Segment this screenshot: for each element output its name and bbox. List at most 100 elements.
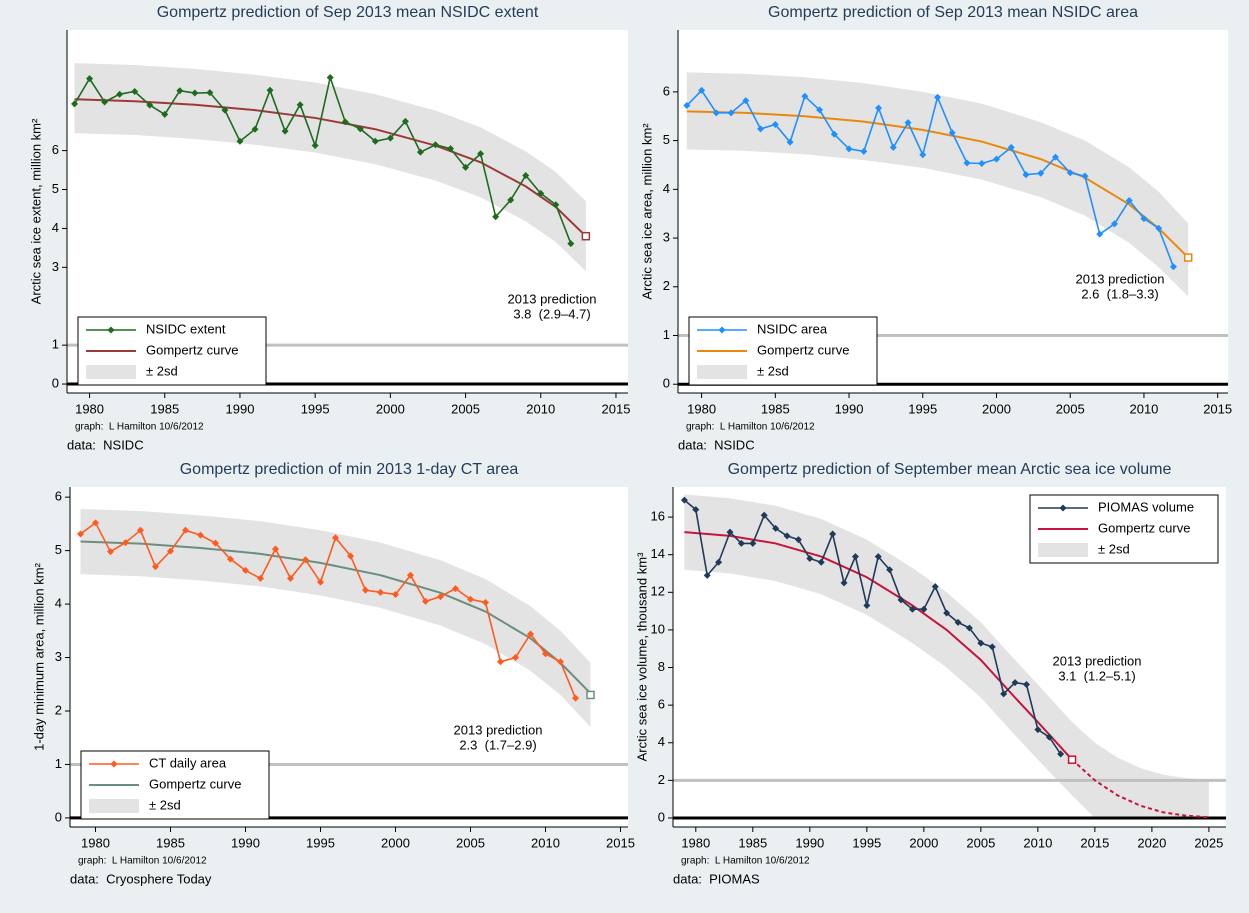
data-point	[948, 129, 956, 137]
data-point	[1125, 197, 1133, 205]
band	[74, 63, 586, 272]
data-point	[116, 90, 124, 98]
data-point	[242, 566, 249, 574]
x-tick-label: 1990	[231, 835, 260, 850]
y-tick-label: 5	[55, 542, 62, 557]
data-point	[1110, 220, 1118, 228]
data-point	[771, 121, 779, 129]
data-point	[176, 87, 184, 95]
x-tick-label: 1995	[908, 401, 937, 416]
x-tick-label: 2010	[1129, 401, 1158, 416]
data-point	[1034, 726, 1042, 734]
y-tick-label: 1	[55, 756, 62, 771]
data-point	[251, 125, 259, 133]
chart-title: Gompertz prediction of September mean Ar…	[728, 461, 1172, 478]
y-tick-label: 2	[55, 702, 62, 717]
data-point	[86, 75, 94, 83]
prediction-marker	[1067, 755, 1077, 764]
y-tick-label: 4	[55, 596, 62, 611]
data-line	[683, 499, 1062, 755]
data-point	[889, 143, 897, 151]
data-point	[712, 109, 720, 117]
data-point	[715, 558, 723, 566]
data-point	[167, 547, 174, 555]
chart-title: Gompertz prediction of Sep 2013 mean NSI…	[768, 4, 1138, 21]
data-point	[897, 596, 905, 604]
x-tick-label: 2000	[982, 401, 1011, 416]
data-point	[698, 86, 706, 94]
legend-label: ± 2sd	[149, 797, 181, 812]
y-tick-label: 4	[52, 220, 59, 235]
y-tick-label: 4	[663, 181, 670, 196]
data-point	[552, 201, 560, 209]
data-point	[557, 658, 564, 666]
note: graph: L Hamilton 10/6/2012	[78, 856, 207, 867]
data-point	[737, 539, 745, 547]
data-point	[122, 539, 129, 547]
data-point	[801, 92, 809, 100]
data-point	[742, 97, 750, 105]
prediction-marker	[581, 231, 591, 241]
data-point	[437, 593, 444, 601]
x-tick-label: 2015	[1080, 835, 1109, 850]
data-point	[786, 138, 794, 146]
data-point	[829, 530, 837, 538]
y-axis-label: Arctic sea ice volume, thousand km³	[634, 552, 649, 761]
data-point	[1007, 143, 1015, 151]
x-tick-label: 1985	[150, 401, 179, 416]
data-point	[512, 654, 519, 662]
data-point	[1022, 171, 1030, 179]
data-point	[977, 639, 985, 647]
x-tick-label: 2015	[606, 835, 635, 850]
data-point	[221, 106, 229, 114]
data-point	[757, 125, 765, 133]
data-point	[703, 571, 711, 579]
data-point	[527, 630, 534, 638]
data-point	[317, 578, 324, 586]
x-tick-label: 1985	[156, 835, 185, 850]
y-axis-label: 1-day minimum area, million km²	[31, 562, 46, 750]
legend-label: ± 2sd	[757, 363, 789, 378]
data-line	[80, 521, 577, 699]
legend-label: ± 2sd	[146, 363, 178, 378]
panel: Gompertz prediction of Sep 2013 mean NSI…	[28, 4, 630, 452]
y-tick-label: 3	[55, 649, 62, 664]
data-point	[908, 605, 916, 613]
data-point	[182, 526, 189, 534]
data-point	[840, 579, 848, 587]
legend-label: Gompertz curve	[146, 342, 238, 357]
y-tick-label: 12	[651, 584, 665, 599]
data-point	[978, 160, 986, 168]
y-tick-label: 5	[52, 181, 59, 196]
legend-label: ± 2sd	[1098, 541, 1130, 556]
data-point	[954, 618, 962, 626]
data-point	[965, 624, 973, 632]
data-point	[749, 539, 757, 547]
x-tick-label: 2010	[1023, 835, 1052, 850]
x-tick-label: 1980	[75, 401, 104, 416]
data-point	[206, 89, 214, 97]
data-point	[727, 109, 735, 117]
data-point	[197, 531, 204, 539]
data-point	[257, 574, 264, 582]
legend-swatch	[107, 326, 115, 334]
band	[684, 494, 1209, 818]
x-tick-label: 1980	[81, 835, 110, 850]
legend-swatch	[1059, 504, 1067, 512]
annotation: 3.8 (2.9–4.7)	[513, 306, 590, 321]
annotation: 2.6 (1.8–3.3)	[1081, 286, 1158, 301]
data-point	[356, 125, 364, 133]
data-point	[680, 496, 688, 504]
x-tick-label: 1995	[852, 835, 881, 850]
x-tick-label: 1985	[738, 835, 767, 850]
data-point	[131, 87, 139, 95]
annotation: 2013 prediction	[454, 722, 543, 737]
data-point	[227, 555, 234, 563]
data-point	[77, 530, 84, 538]
annotation: 2013 prediction	[1076, 271, 1165, 286]
annotation: 2013 prediction	[508, 291, 597, 306]
panel: Gompertz prediction of September mean Ar…	[634, 461, 1226, 886]
data-point	[326, 73, 334, 81]
data-point	[851, 553, 859, 561]
data-point	[816, 106, 824, 114]
